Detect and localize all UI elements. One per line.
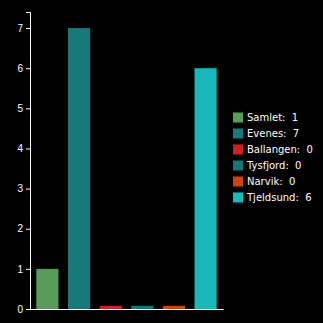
legend-label: Ballangen: 0 bbox=[247, 144, 313, 155]
legend-swatch bbox=[233, 113, 243, 123]
legend-label: Samlet: 1 bbox=[247, 112, 298, 123]
legend-label: Tysfjord: 0 bbox=[246, 160, 301, 171]
bar bbox=[100, 306, 122, 309]
legend-item: Evenes: 7 bbox=[233, 128, 299, 139]
legend-label: Evenes: 7 bbox=[247, 128, 299, 139]
legend-label: Tjeldsund: 6 bbox=[246, 192, 312, 203]
legend-label: Narvik: 0 bbox=[247, 176, 295, 187]
y-tick-mark bbox=[26, 148, 30, 149]
y-tick: 7 bbox=[17, 23, 30, 34]
y-tick-label: 5 bbox=[17, 103, 23, 114]
chart-svg: 0 1 2 3 4 5 6 7 Samlet: 1 Evenes: 7 Ballangen: 0 Ty… bbox=[0, 0, 323, 323]
plot: 0 1 2 3 4 5 6 7 bbox=[17, 13, 223, 315]
bar bbox=[68, 28, 90, 309]
chart-container: 0 1 2 3 4 5 6 7 Samlet: 1 Evenes: 7 Ballangen: 0 Ty… bbox=[0, 0, 323, 323]
bar bbox=[163, 306, 185, 309]
y-tick-mark bbox=[26, 68, 30, 69]
y-tick: 6 bbox=[17, 63, 30, 74]
y-tick-label: 1 bbox=[17, 264, 23, 275]
legend-swatch bbox=[233, 193, 243, 203]
y-tick-label: 0 bbox=[17, 304, 23, 315]
y-tick: 3 bbox=[17, 183, 30, 194]
legend-swatch bbox=[233, 145, 243, 155]
y-tick-label: 4 bbox=[17, 143, 23, 154]
legend-item: Ballangen: 0 bbox=[233, 144, 313, 155]
legend-item: Narvik: 0 bbox=[233, 176, 295, 187]
y-tick-mark bbox=[26, 28, 30, 29]
legend-swatch bbox=[233, 161, 243, 171]
y-tick-mark bbox=[26, 229, 30, 230]
bar bbox=[131, 306, 153, 309]
bar bbox=[195, 68, 217, 309]
y-tick-label: 3 bbox=[17, 183, 23, 194]
y-tick-label: 2 bbox=[17, 223, 23, 234]
x-axis-line bbox=[31, 309, 224, 310]
legend-swatch bbox=[233, 129, 243, 139]
x-axis bbox=[31, 309, 224, 310]
legend-swatch bbox=[233, 177, 243, 187]
y-tick-label: 7 bbox=[17, 23, 23, 34]
y-tick-mark bbox=[26, 189, 30, 190]
y-axis: 0 1 2 3 4 5 6 7 bbox=[17, 13, 30, 315]
y-axis-line bbox=[26, 13, 31, 310]
y-tick: 0 bbox=[17, 304, 30, 315]
legend-item: Samlet: 1 bbox=[233, 112, 298, 123]
bars bbox=[36, 28, 216, 309]
y-tick: 1 bbox=[17, 264, 30, 275]
y-tick-mark bbox=[26, 309, 30, 310]
y-tick: 4 bbox=[17, 143, 30, 154]
bar bbox=[36, 269, 58, 309]
y-tick: 2 bbox=[17, 223, 30, 234]
legend-item: Tjeldsund: 6 bbox=[233, 192, 312, 203]
y-tick: 5 bbox=[17, 103, 30, 114]
legend-item: Tysfjord: 0 bbox=[233, 160, 301, 171]
legend: Samlet: 1 Evenes: 7 Ballangen: 0 Tysfjord: … bbox=[233, 112, 313, 203]
y-tick-mark bbox=[26, 108, 30, 109]
y-tick-label: 6 bbox=[17, 63, 23, 74]
y-tick-mark bbox=[26, 269, 30, 270]
